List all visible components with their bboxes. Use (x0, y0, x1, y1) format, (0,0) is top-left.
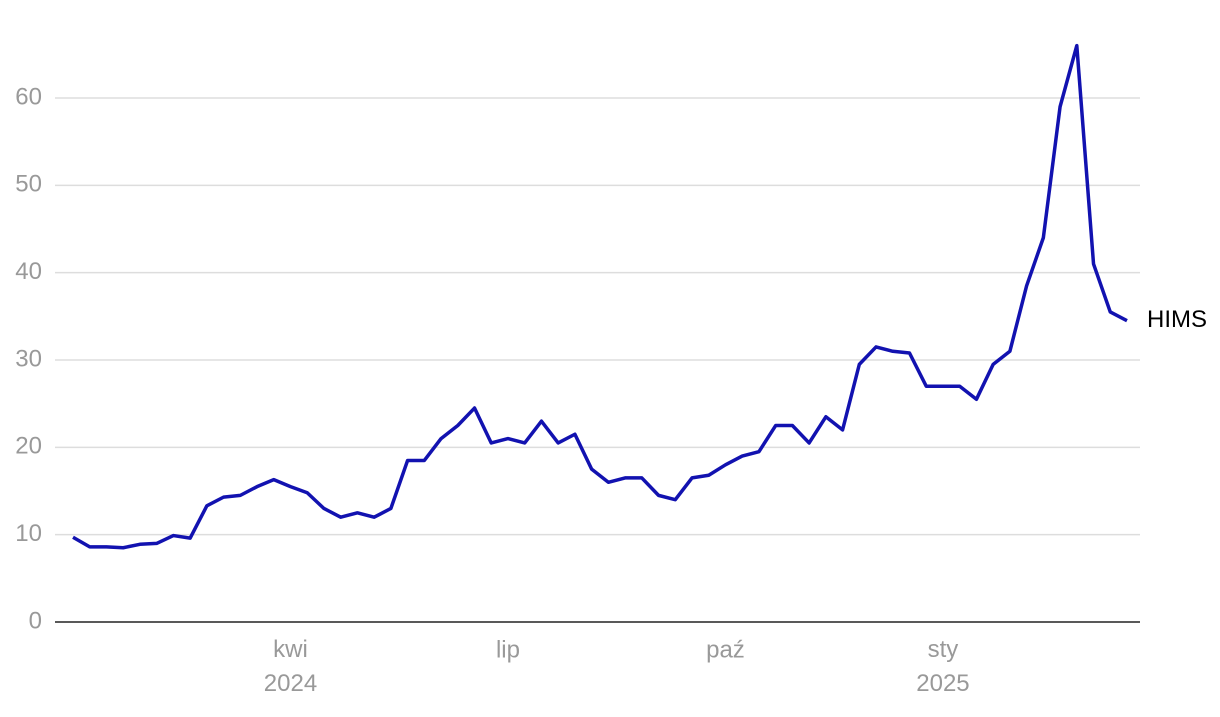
x-tick-label: sty 2025 (916, 636, 969, 697)
y-tick-label: 40 (15, 258, 42, 285)
x-tick-label: paź (706, 636, 745, 663)
x-tick-label: lip (496, 636, 520, 663)
y-tick-label: 20 (15, 433, 42, 460)
y-tick-label: 30 (15, 345, 42, 372)
y-tick-label: 10 (15, 520, 42, 547)
x-tick-label: kwi 2024 (264, 636, 317, 697)
y-tick-label: 60 (15, 83, 42, 110)
y-tick-label: 50 (15, 171, 42, 198)
series-label: HIMS (1147, 306, 1207, 333)
y-tick-label: 0 (29, 607, 42, 634)
series-line (72, 43, 1128, 550)
